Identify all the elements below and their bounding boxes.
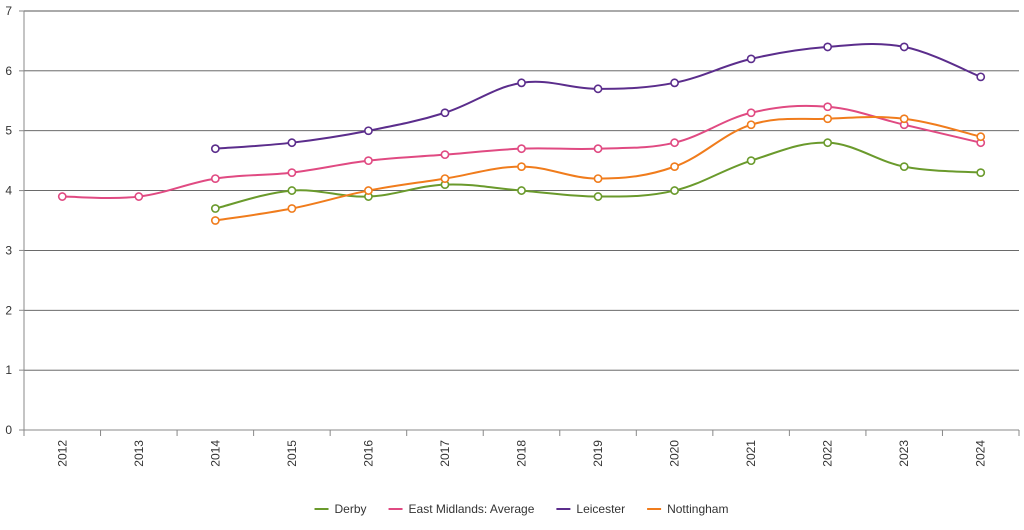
data-point (210, 174, 220, 183)
x-tick-label: 2016 (361, 440, 375, 467)
x-tick-label: 2013 (132, 440, 146, 467)
data-point (823, 114, 833, 124)
data-point (899, 162, 909, 172)
legend-label: East Midlands: Average (409, 502, 535, 516)
data-point (210, 204, 220, 213)
data-point (517, 186, 526, 195)
legend-label: Nottingham (667, 502, 728, 516)
series-east-midlands-average (57, 102, 986, 201)
y-tick-label: 4 (5, 184, 12, 198)
data-point (746, 120, 756, 130)
data-point (287, 168, 297, 178)
legend-item: East Midlands: Average (388, 502, 535, 516)
x-tick-label: 2017 (438, 440, 452, 467)
x-tick-label: 2020 (668, 440, 682, 467)
series-line (215, 116, 981, 222)
x-tick-label: 2022 (821, 440, 835, 467)
data-point (440, 108, 450, 118)
data-point (210, 216, 220, 225)
data-point (593, 192, 603, 201)
legend-label: Leicester (576, 502, 625, 516)
y-tick-label: 2 (5, 303, 12, 317)
x-tick-label: 2019 (591, 440, 605, 467)
data-point (976, 132, 986, 142)
x-tick-label: 2012 (55, 440, 69, 467)
x-tick-label: 2014 (208, 440, 222, 467)
data-point (287, 204, 297, 213)
legend-item: Nottingham (647, 502, 728, 516)
data-point (364, 156, 373, 166)
series-leicester (210, 42, 986, 154)
x-tick-label: 2021 (744, 440, 758, 467)
axes (19, 10, 1020, 436)
data-point (440, 150, 450, 160)
data-point (899, 114, 909, 124)
legend-item: Derby (314, 502, 367, 516)
y-axis-ticks: 0 1 2 3 4 5 6 7 (5, 4, 12, 437)
data-point (823, 42, 833, 52)
data-point (746, 156, 756, 166)
data-point (823, 102, 833, 112)
data-point (210, 144, 220, 154)
legend-item: Leicester (556, 502, 625, 516)
data-point (899, 42, 909, 52)
legend: Derby East Midlands: Average Leicester Nott… (314, 502, 728, 516)
data-point (57, 192, 67, 201)
data-point (440, 174, 450, 183)
grid (24, 10, 1019, 371)
y-tick-label: 5 (5, 124, 12, 138)
data-point (670, 186, 679, 195)
y-tick-label: 3 (5, 243, 12, 257)
x-tick-label: 2024 (974, 440, 988, 467)
series-line (215, 42, 982, 150)
y-tick-label: 6 (5, 64, 12, 78)
series-nottingham (210, 114, 986, 225)
series-group (57, 42, 986, 225)
x-axis-ticks: 2012 2013 2014 2015 2016 2017 2018 2019 2020 2021… (55, 440, 987, 467)
data-point (670, 138, 679, 148)
data-point (593, 144, 603, 154)
data-point (670, 162, 679, 172)
data-point (517, 162, 526, 172)
data-point (517, 78, 526, 88)
x-tick-label: 2015 (285, 440, 299, 467)
data-point (593, 84, 603, 94)
x-tick-label: 2018 (515, 440, 529, 467)
legend-label: Derby (335, 502, 367, 516)
data-point (593, 174, 603, 183)
data-point (287, 186, 297, 195)
y-tick-label: 1 (5, 363, 12, 377)
data-point (364, 186, 373, 195)
data-point (823, 138, 833, 148)
x-tick-label: 2023 (897, 440, 911, 467)
data-point (287, 138, 297, 148)
data-point (976, 72, 986, 82)
data-point (364, 126, 373, 136)
data-point (746, 108, 756, 118)
data-point (746, 54, 756, 64)
y-tick-label: 7 (5, 4, 12, 18)
data-point (134, 192, 144, 201)
y-tick-label: 0 (5, 423, 12, 437)
data-point (976, 168, 986, 178)
data-point (517, 144, 526, 154)
data-point (670, 78, 679, 88)
